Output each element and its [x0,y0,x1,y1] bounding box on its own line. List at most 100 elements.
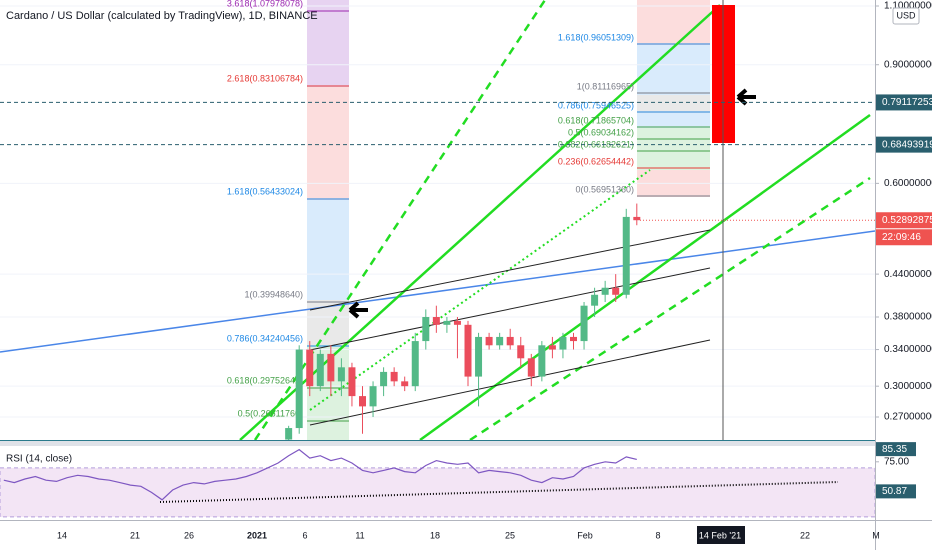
countdown: 22:09:46 [882,232,921,243]
y-tick-label: 0.44000000 [884,269,932,280]
channel-line [309,267,711,351]
candle-body [591,294,599,306]
currency: USD [896,10,916,20]
candle-body [475,336,483,377]
candle-body [432,317,440,325]
trend-line [0,230,875,353]
candle-body [359,396,366,407]
candle-body [538,345,546,377]
currency-box [892,7,920,25]
candle-body [285,428,293,440]
fib-zone [307,0,349,87]
fib-label: 2.618(0.83106784) [227,73,303,83]
candle-body [622,216,630,295]
fib-label: 1(0.39948640) [244,289,303,299]
rsi-trend-line [159,481,839,503]
candle-body [295,349,303,429]
candle-body [306,349,314,387]
fib-label: 3.618(1.07978078) [227,0,303,8]
price-label: 0.52892875 [882,215,932,226]
chart-title: Cardano / US Dollar (calculated by Tradi… [6,10,318,22]
price-label-box [876,484,916,499]
candle-body [411,341,419,387]
channel-line [309,339,711,426]
candle-body [601,287,609,295]
candle-body [390,371,398,382]
price-label: 85.35 [882,444,907,455]
countdown-box [876,229,932,246]
price-label: 50.87 [882,486,907,497]
price-label: 0.79117253 [882,97,932,108]
trend-line [469,176,871,440]
candle-body [337,367,345,382]
y-tick-label: 0.38000000 [884,312,932,323]
x-tick-label: 11 [355,530,364,540]
candle-body [443,320,451,325]
fib-label: 0.786(0.75946525) [558,100,634,110]
fib-label: 1.618(0.56433024) [227,186,303,196]
fib-label: 1(0.81116965) [577,81,634,91]
candle-body [633,216,641,221]
candle-body [527,358,535,377]
fib-label: 0(0.56951360) [575,184,634,194]
x-tick-label: 14 [57,530,67,540]
y-tick-label: 0.60000000 [884,178,932,189]
candle-body [453,320,461,325]
y-tick-label: 75.00 [884,456,909,467]
candle-body [380,371,388,387]
candle-body [506,336,514,346]
x-tick-label: M [872,530,880,540]
trend-line [253,0,547,440]
price-label-box [876,442,916,457]
rsi-band [0,467,875,518]
arrow [736,88,756,106]
rsi-title: RSI (14, close) [6,454,72,465]
fib-label: 0.618(0.29752642) [227,375,303,385]
channel-line [309,229,711,311]
x-tick-label: 21 [130,530,140,540]
candle-body [422,317,430,342]
fib-zone [637,95,710,113]
x-label-box [697,526,745,544]
candle-body [401,381,409,387]
x-tick-label: 18 [430,530,440,540]
candle-body [548,345,556,350]
fib-zone [307,87,349,200]
candle-body [570,336,577,342]
fib-zone [637,0,710,45]
price-label: 0.68493919 [882,139,932,150]
y-tick-label: 0.34000000 [884,344,932,355]
x-tick-label: Feb [577,530,593,540]
candle-body [517,345,525,359]
fib-zone [307,200,349,300]
fib-label: 1.618(0.96051309) [558,32,634,42]
fib-label: 0.618(0.71865704) [558,115,634,125]
price-label-box [876,136,932,153]
x-tick-label: 14 Feb '21 [699,530,741,540]
fib-label: 0.5(0.69034162) [568,127,634,137]
rsi-line [3,448,637,501]
y-tick-label: 1.10000000 [884,1,932,12]
arrow [348,301,368,319]
x-tick-label: 8 [655,530,660,540]
candle-body [612,287,620,295]
pane-separator [0,441,932,446]
x-tick-label: 26 [184,530,194,540]
candle-body [327,353,335,382]
y-tick-label: 0.27000000 [884,412,932,423]
candle-body [316,353,324,387]
price-axis [875,0,932,550]
fib-zone [637,128,710,170]
y-tick-label: 0.30000000 [884,381,932,392]
price-label-box [876,94,932,111]
candle-body [348,367,356,397]
x-tick-label: 22 [800,530,810,540]
fib-label: 0.236(0.62654442) [558,156,634,166]
candle-body [496,336,504,346]
fib-label: 0.786(0.34240456) [227,333,303,343]
x-tick-label: 6 [302,530,307,540]
x-tick-label: 25 [505,530,515,540]
fib-label: 0.5(0.26611760) [238,408,303,418]
y-tick-label: 0.90000000 [884,59,932,70]
